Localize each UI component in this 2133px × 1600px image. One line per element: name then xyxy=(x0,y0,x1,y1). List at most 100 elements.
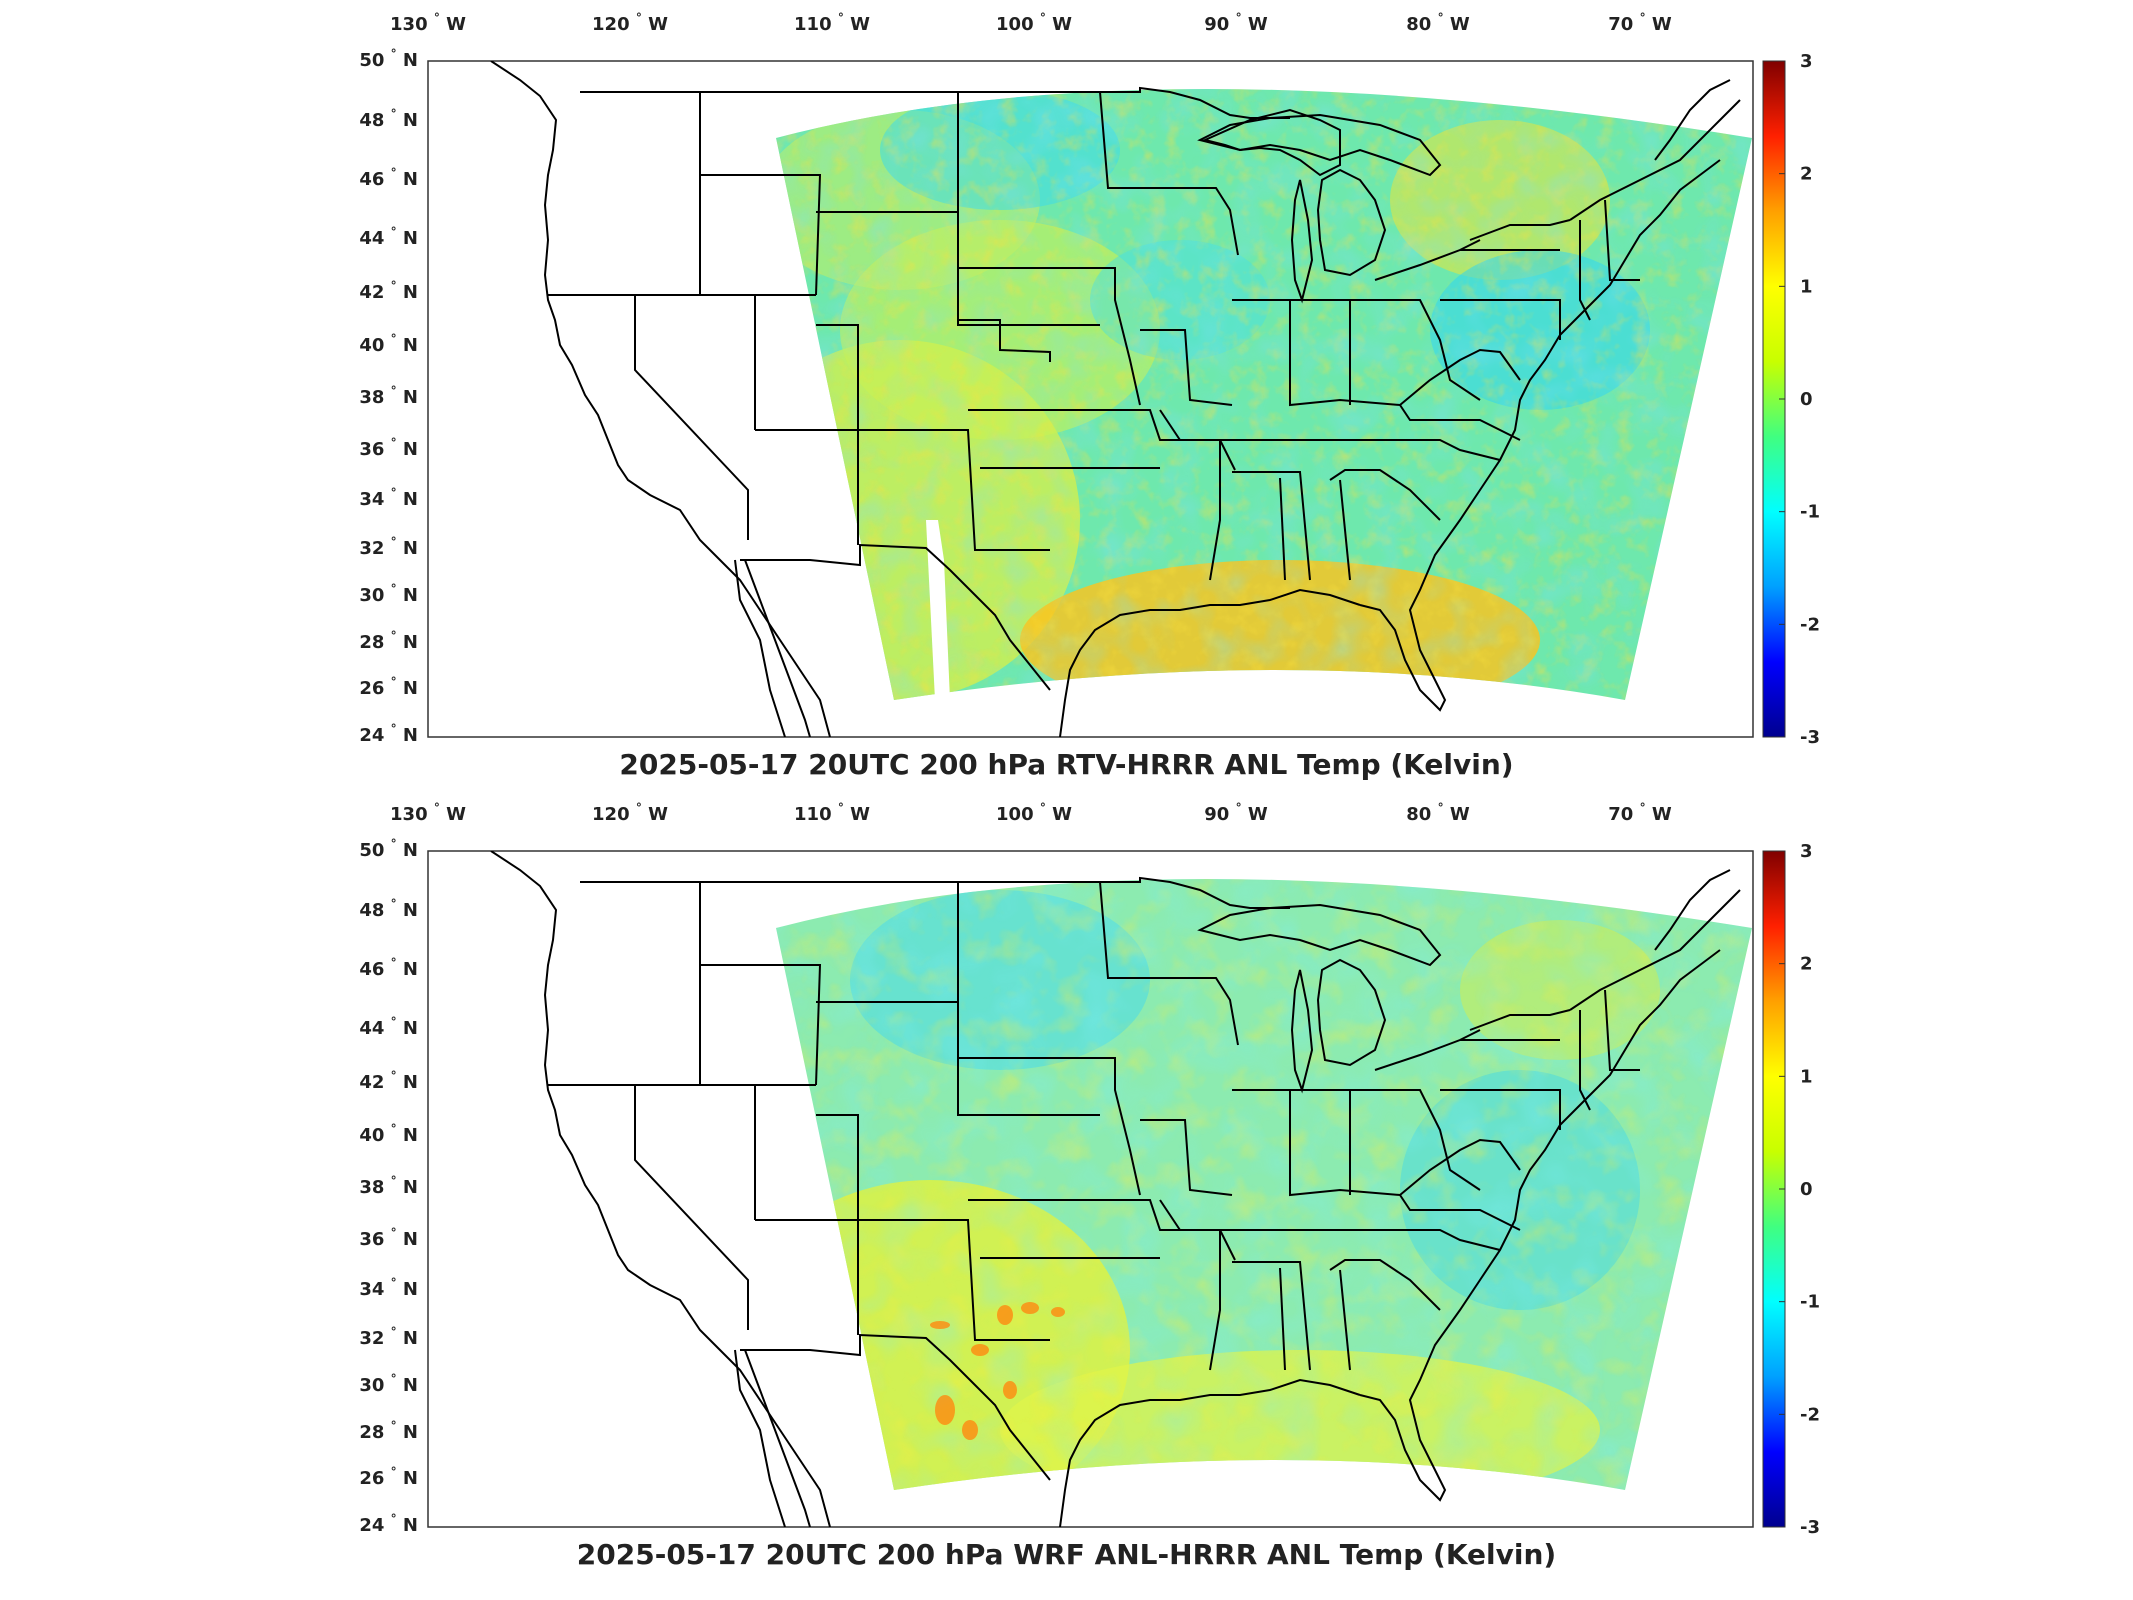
boundaries xyxy=(490,851,1741,1527)
warm-speckle xyxy=(1051,1307,1065,1317)
lat-tick-label: 28 ° N xyxy=(359,629,418,653)
canada-coast xyxy=(1654,869,1731,951)
colorbar-tick-label: -1 xyxy=(1800,502,1820,523)
gulf-coastline xyxy=(1059,1378,1361,1527)
state-line xyxy=(1279,477,1286,581)
colorbar-tick-label: -2 xyxy=(1800,614,1820,635)
lat-tick-label: 26 ° N xyxy=(359,1465,418,1489)
colorbar-tick-label: -2 xyxy=(1800,1404,1820,1425)
lat-tick-label: 34 ° N xyxy=(359,486,418,510)
state-line xyxy=(1140,1119,1233,1196)
state-line xyxy=(1279,1267,1286,1371)
lat-tick-label: 40 ° N xyxy=(359,332,418,356)
state-line xyxy=(1604,199,1640,281)
lat-tick-label: 36 ° N xyxy=(359,1226,418,1250)
lat-tick-label: 32 ° N xyxy=(359,1325,418,1349)
lat-tick-label: 50 ° N xyxy=(359,837,418,861)
warm-speckle xyxy=(1021,1302,1039,1314)
lake-michigan xyxy=(1290,179,1314,304)
state-line xyxy=(1579,220,1591,321)
colorbar-tick-label: 1 xyxy=(1800,1066,1813,1087)
state-line xyxy=(1440,299,1561,340)
colorbar-ticks: 3 2 1 0 -1 -2 -3 xyxy=(1779,51,1820,748)
warm-speckle xyxy=(971,1344,989,1356)
state-line xyxy=(1329,469,1441,521)
colorbar-tick-label: 1 xyxy=(1800,276,1813,297)
colorbar-tick-label: 2 xyxy=(1800,164,1813,185)
lat-tick-label: 28 ° N xyxy=(359,1419,418,1443)
state-line xyxy=(1579,1010,1591,1111)
state-line xyxy=(816,1114,1050,1341)
lon-tick-label: 110 ° W xyxy=(794,11,870,35)
colorbar-tick-label: 2 xyxy=(1800,954,1813,975)
us-mexico-border xyxy=(740,543,1051,691)
lat-tick-label: 50 ° N xyxy=(359,47,418,71)
lon-tick-label: 120 ° W xyxy=(592,11,668,35)
temperature-field xyxy=(776,89,1752,700)
state-line xyxy=(1099,91,1239,256)
us-canada-border xyxy=(580,86,1290,119)
state-line xyxy=(1399,404,1521,441)
colorbar-tick-label: -3 xyxy=(1800,727,1820,748)
st-lawrence xyxy=(1569,889,1741,1011)
state-line xyxy=(1232,1089,1401,1197)
michigan-lp xyxy=(1316,168,1387,277)
state-line xyxy=(1399,348,1521,406)
gulf-coastline xyxy=(1059,588,1361,737)
lat-tick-label: 40 ° N xyxy=(359,1122,418,1146)
state-line xyxy=(1399,1194,1521,1231)
lat-tick-label: 44 ° N xyxy=(359,225,418,249)
lon-axis-labels-top: 130 ° W 120 ° W 110 ° W 100 ° W 90 ° W 80 ° W… xyxy=(390,11,1672,35)
state-line xyxy=(1339,1269,1351,1371)
lon-tick-label: 90 ° W xyxy=(1204,11,1268,35)
lat-tick-label: 48 ° N xyxy=(359,107,418,131)
baja-inner xyxy=(734,559,786,737)
state-line xyxy=(634,1085,749,1330)
map-panel-top: 130 ° W 120 ° W 110 ° W 100 ° W 90 ° W 80 ° W… xyxy=(359,11,1820,781)
state-line xyxy=(1399,1138,1521,1196)
lat-tick-label: 24 ° N xyxy=(359,722,418,746)
lon-tick-label: 90 ° W xyxy=(1204,801,1268,825)
lat-tick-label: 30 ° N xyxy=(359,1372,418,1396)
state-line xyxy=(1220,439,1501,461)
state-line xyxy=(1220,1229,1501,1251)
map-svg-bottom: 130 ° W 120 ° W 110 ° W 100 ° W 90 ° W 80 ° W… xyxy=(359,801,1820,1538)
lake-erie-ontario xyxy=(1374,1009,1571,1071)
colorbar-tick-label: 0 xyxy=(1800,1179,1813,1200)
lon-tick-label: 80 ° W xyxy=(1406,11,1470,35)
lon-tick-label: 100 ° W xyxy=(996,801,1072,825)
state-line xyxy=(1440,1089,1561,1130)
lon-tick-label: 100 ° W xyxy=(996,11,1072,35)
lake-michigan xyxy=(1290,969,1314,1094)
boundaries xyxy=(490,61,1741,737)
state-line xyxy=(1140,329,1233,406)
colorbar-tick-label: -3 xyxy=(1800,1517,1820,1538)
state-line xyxy=(968,1199,1236,1261)
michigan-lp xyxy=(1316,958,1387,1067)
state-line xyxy=(1099,881,1239,1046)
baja-coast xyxy=(744,1349,811,1527)
state-line xyxy=(958,319,1051,362)
lon-tick-label: 120 ° W xyxy=(592,801,668,825)
lat-tick-label: 36 ° N xyxy=(359,436,418,460)
lat-tick-label: 44 ° N xyxy=(359,1015,418,1039)
warm-speckles xyxy=(930,1302,1065,1440)
state-line xyxy=(1232,471,1311,581)
west-coastline xyxy=(490,61,831,737)
colorbar-bottom: 3 2 1 0 -1 -2 -3 xyxy=(1762,841,1820,1538)
colorbar-ticks: 3 2 1 0 -1 -2 -3 xyxy=(1779,841,1820,1538)
lake-superior xyxy=(1197,903,1442,967)
lat-tick-label: 48 ° N xyxy=(359,897,418,921)
map-panel-bottom: 130 ° W 120 ° W 110 ° W 100 ° W 90 ° W 80 ° W… xyxy=(0,790,2133,1600)
panel-title-bottom: 2025-05-17 20UTC 200 hPa WRF ANL-HRRR AN… xyxy=(576,1538,1557,1571)
lon-tick-label: 70 ° W xyxy=(1608,11,1672,35)
state-line xyxy=(700,964,822,1086)
west-coastline xyxy=(490,851,831,1527)
lat-tick-label: 42 ° N xyxy=(359,1069,418,1093)
state-line xyxy=(958,267,1141,406)
state-line xyxy=(1350,1089,1481,1191)
lat-tick-label: 32 ° N xyxy=(359,535,418,559)
lat-tick-label: 46 ° N xyxy=(359,166,418,190)
lake-superior xyxy=(1197,113,1442,177)
map-svg-top: 130 ° W 120 ° W 110 ° W 100 ° W 90 ° W 80 ° W… xyxy=(359,11,1820,748)
